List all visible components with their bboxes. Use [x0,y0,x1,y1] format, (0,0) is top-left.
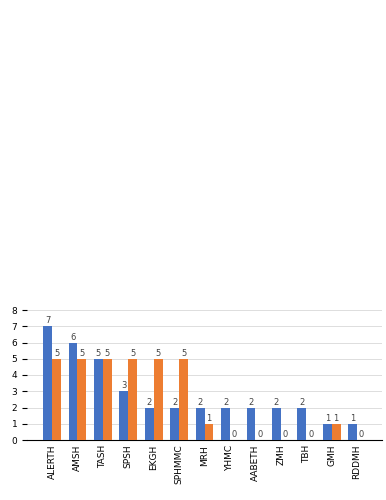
Text: 5: 5 [96,349,101,358]
Text: 5: 5 [130,349,135,358]
Text: 2: 2 [198,398,203,406]
Bar [348,424,357,440]
Text: 2: 2 [248,398,254,406]
Bar [94,359,103,440]
Bar [78,359,86,440]
Text: 0: 0 [359,430,364,439]
Bar [297,408,306,440]
Bar [272,408,281,440]
Bar [332,424,340,440]
Text: 0: 0 [308,430,313,439]
Text: 2: 2 [299,398,305,406]
Bar [205,424,213,440]
Text: 2: 2 [147,398,152,406]
Text: 0: 0 [257,430,262,439]
Text: 1: 1 [325,414,330,423]
Bar [43,326,52,440]
Text: 7: 7 [45,316,50,326]
Text: 5: 5 [54,349,59,358]
Bar [103,359,112,440]
Text: 5: 5 [181,349,186,358]
Bar [154,359,163,440]
Text: 0: 0 [283,430,288,439]
Text: 5: 5 [156,349,161,358]
Bar [128,359,137,440]
Text: 5: 5 [105,349,110,358]
Text: 0: 0 [232,430,237,439]
Bar [196,408,205,440]
Bar [170,408,179,440]
Bar [323,424,332,440]
Text: 6: 6 [70,332,76,342]
Text: 1: 1 [207,414,212,423]
Bar [221,408,230,440]
Text: 1: 1 [350,414,355,423]
Bar [247,408,256,440]
Text: 2: 2 [223,398,228,406]
Bar [119,391,128,440]
Bar [179,359,188,440]
Text: 1: 1 [334,414,339,423]
Bar [52,359,61,440]
Text: 3: 3 [121,382,127,390]
Text: 2: 2 [172,398,177,406]
Text: 5: 5 [79,349,85,358]
Text: 2: 2 [274,398,279,406]
Bar [69,342,78,440]
Bar [145,408,154,440]
